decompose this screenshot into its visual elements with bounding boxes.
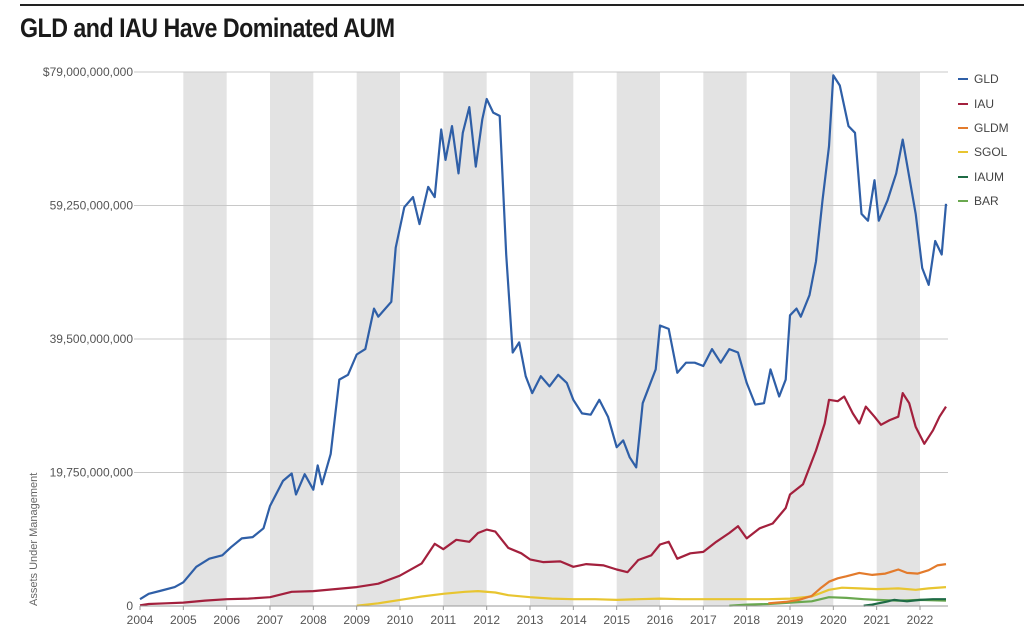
y-tick-label: 0 [126, 599, 133, 613]
x-tick-label: 2008 [300, 613, 327, 627]
series-line-gldm [768, 563, 947, 605]
x-tick-label: 2011 [430, 613, 456, 627]
x-tick-label: 2010 [387, 613, 414, 627]
gridlines [134, 71, 948, 473]
y-tick-label: $79,000,000,000 [43, 65, 133, 79]
x-tick-label: 2021 [863, 613, 890, 627]
x-tick-label: 2022 [907, 613, 934, 627]
legend-swatch [958, 102, 968, 105]
legend-item-bar: BAR [958, 189, 1009, 213]
legend-swatch [958, 126, 968, 129]
legend-label: IAUM [974, 169, 1004, 184]
legend-item-iaum: IAUM [958, 165, 1009, 189]
series-line-sgol [356, 586, 947, 607]
legend-label: GLD [974, 72, 999, 87]
x-tick-label: 2015 [603, 613, 630, 627]
series-line-iaum [863, 598, 946, 607]
x-tick-label: 2005 [170, 613, 197, 627]
chart-title: GLD and IAU Have Dominated AUM [20, 13, 395, 43]
legend-label: GLDM [974, 120, 1009, 135]
x-tick-label: 2006 [213, 613, 240, 627]
legend: GLD IAU GLDM SGOL IAUM BAR [958, 67, 1009, 213]
legend-item-iau: IAU [958, 91, 1009, 115]
y-tick-label: 59,250,000,000 [50, 199, 134, 213]
legend-item-sgol: SGOL [958, 140, 1009, 164]
legend-swatch [958, 175, 968, 178]
y-tick-label: 39,500,000,000 [50, 332, 134, 346]
x-tick-label: 2014 [560, 613, 587, 627]
legend-label: BAR [974, 194, 999, 209]
y-tick-labels: 0 19,750,000,000 39,500,000,000 59,250,000,… [43, 65, 133, 613]
legend-swatch [958, 151, 968, 154]
title-rule [20, 4, 1024, 6]
legend-swatch [958, 200, 968, 203]
x-tick-labels: 2004 2005 2006 2007 2008 2009 2010 2011 2012 2013… [127, 606, 934, 627]
x-tick-label: 2004 [127, 613, 154, 627]
x-tick-label: 2007 [257, 613, 284, 627]
legend-label: IAU [974, 96, 995, 111]
x-tick-label: 2009 [343, 613, 370, 627]
x-tick-label: 2013 [517, 613, 544, 627]
x-tick-label: 2018 [733, 613, 760, 627]
x-tick-label: 2016 [647, 613, 674, 627]
x-tick-label: 2020 [820, 613, 847, 627]
x-tick-label: 2012 [473, 613, 500, 627]
series-line-gld [139, 74, 948, 601]
y-axis-label: Assets Under Management [28, 472, 40, 606]
x-tick-label: 2017 [690, 613, 717, 627]
y-tick-label: 19,750,000,000 [50, 466, 134, 480]
legend-label: SGOL [974, 145, 1008, 160]
series-lines [139, 74, 948, 607]
series-line-iau [139, 392, 947, 607]
x-tick-label: 2019 [777, 613, 804, 627]
legend-item-gld: GLD [958, 67, 1009, 91]
legend-item-gldm: GLDM [958, 116, 1009, 140]
legend-swatch [958, 78, 968, 81]
